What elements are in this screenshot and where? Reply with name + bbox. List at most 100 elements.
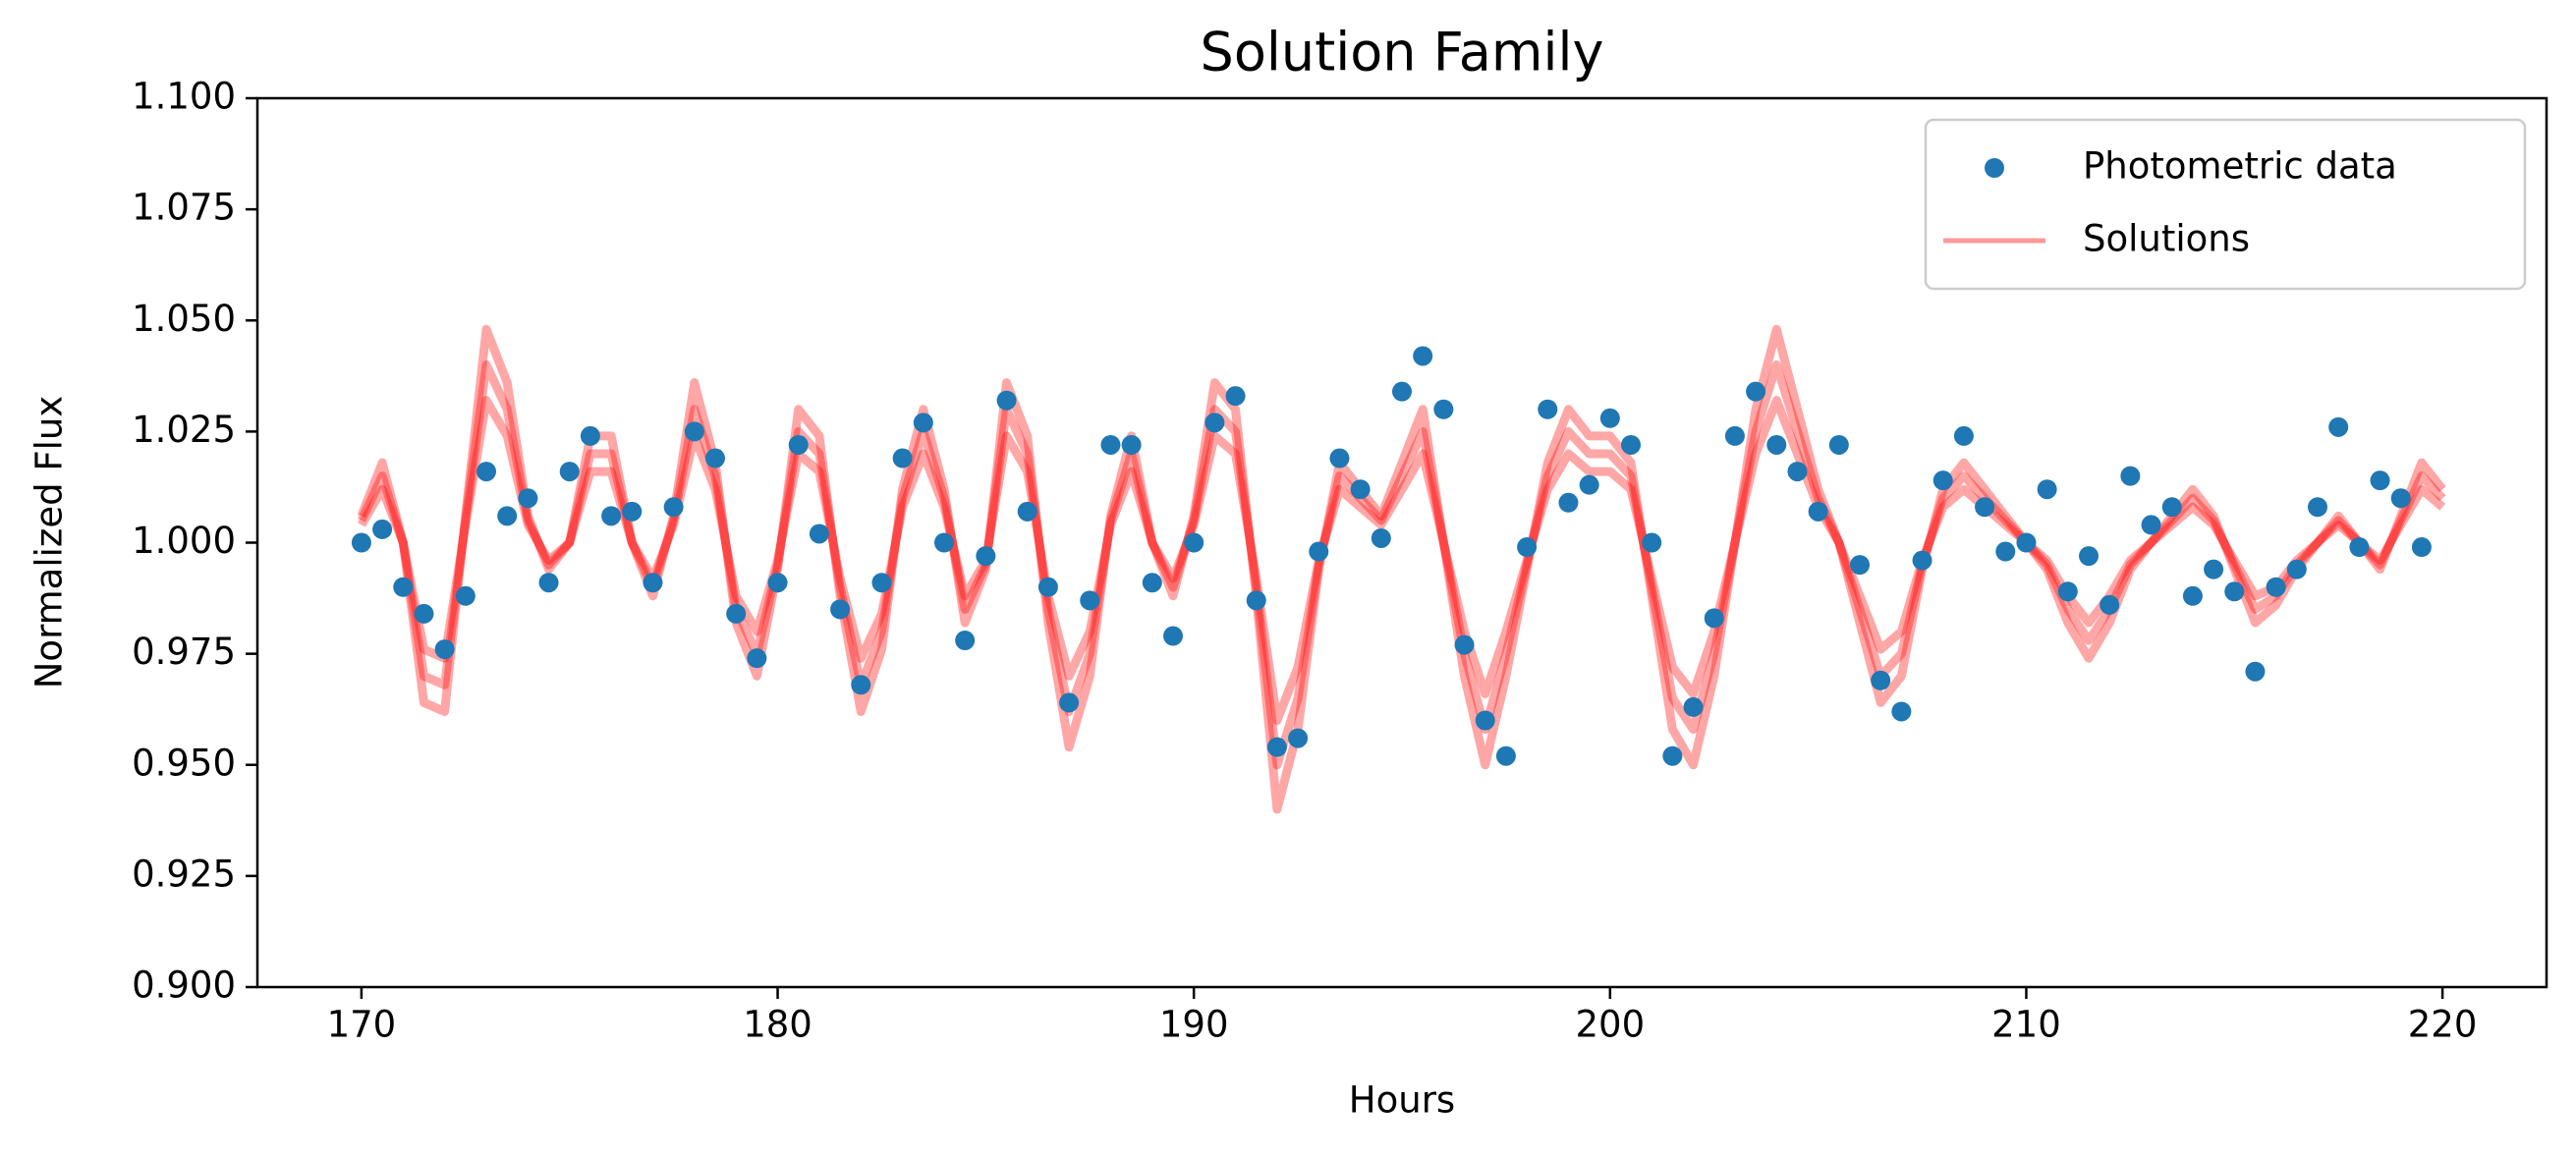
data-point bbox=[1579, 474, 1599, 495]
data-point bbox=[2286, 559, 2307, 579]
data-point bbox=[1621, 434, 1641, 455]
legend-label: Solutions bbox=[2083, 218, 2250, 260]
data-point bbox=[726, 603, 747, 624]
solution-line bbox=[358, 396, 2446, 725]
data-point bbox=[851, 675, 871, 695]
data-point bbox=[1163, 626, 1183, 646]
y-tick-label: 0.950 bbox=[132, 742, 236, 784]
data-point bbox=[1266, 737, 1287, 757]
data-point bbox=[684, 421, 704, 442]
data-point bbox=[1932, 470, 1953, 491]
x-tick-label: 210 bbox=[1991, 1004, 2061, 1046]
data-point bbox=[2037, 479, 2057, 500]
data-point bbox=[1495, 745, 1516, 766]
solution-line bbox=[357, 324, 2446, 814]
data-point bbox=[2182, 585, 2203, 606]
data-point bbox=[538, 573, 559, 593]
data-point bbox=[2266, 577, 2286, 597]
data-point bbox=[1329, 448, 1350, 468]
data-point bbox=[351, 532, 371, 553]
data-point bbox=[643, 573, 663, 593]
data-point bbox=[1558, 492, 1579, 513]
x-tick-label: 220 bbox=[2408, 1004, 2478, 1046]
data-point bbox=[580, 425, 600, 446]
x-tick-label: 190 bbox=[1159, 1004, 1229, 1046]
y-tick-label: 1.050 bbox=[132, 298, 236, 340]
data-point bbox=[788, 434, 809, 455]
data-point bbox=[1037, 577, 1058, 597]
data-point bbox=[913, 413, 933, 433]
legend: Photometric data Solutions bbox=[1924, 118, 2527, 291]
data-point bbox=[767, 573, 788, 593]
data-point bbox=[1975, 497, 1995, 518]
data-point bbox=[559, 462, 580, 482]
data-point bbox=[2079, 546, 2099, 567]
plot-area bbox=[351, 324, 2446, 814]
data-point bbox=[434, 639, 455, 660]
data-point bbox=[1121, 434, 1142, 455]
data-point bbox=[455, 585, 476, 606]
x-tick-label: 200 bbox=[1576, 1004, 1646, 1046]
data-point bbox=[1413, 346, 1433, 366]
data-point bbox=[1246, 590, 1266, 611]
data-point bbox=[1724, 425, 1745, 446]
data-point bbox=[1704, 608, 1724, 629]
data-point bbox=[996, 390, 1017, 411]
data-point bbox=[809, 523, 829, 544]
data-point bbox=[1059, 692, 1080, 713]
data-point bbox=[1871, 670, 1891, 690]
data-point bbox=[1953, 425, 1974, 446]
data-point bbox=[1017, 501, 1037, 522]
data-point bbox=[1225, 386, 1246, 407]
data-point bbox=[747, 648, 767, 669]
data-point bbox=[1433, 399, 1454, 419]
data-point bbox=[1517, 537, 1538, 558]
y-axis-label: Normalized Flux bbox=[28, 396, 71, 689]
data-point bbox=[892, 448, 913, 468]
data-point bbox=[1392, 381, 1412, 402]
data-point bbox=[2016, 532, 2037, 553]
data-point bbox=[2328, 416, 2349, 437]
data-point bbox=[1828, 434, 1849, 455]
data-point bbox=[830, 599, 851, 620]
data-point bbox=[622, 501, 643, 522]
data-point bbox=[1100, 434, 1121, 455]
data-point bbox=[1309, 541, 1329, 562]
data-point bbox=[1288, 728, 1309, 748]
y-tick-label: 0.975 bbox=[132, 631, 236, 673]
data-point bbox=[476, 462, 496, 482]
data-point bbox=[1184, 532, 1204, 553]
y-tick-label: 0.900 bbox=[132, 964, 236, 1007]
data-point bbox=[2370, 470, 2390, 491]
data-point bbox=[2161, 497, 2182, 518]
x-tick-label: 170 bbox=[327, 1004, 397, 1046]
data-point bbox=[1995, 541, 2016, 562]
data-point bbox=[976, 546, 996, 567]
legend-box bbox=[1924, 118, 2527, 291]
data-point bbox=[663, 497, 684, 518]
data-point bbox=[1454, 634, 1475, 655]
data-point bbox=[1204, 413, 1225, 433]
data-point bbox=[1891, 701, 1912, 722]
data-point bbox=[2349, 537, 2370, 558]
data-point bbox=[1912, 550, 1932, 571]
data-point bbox=[2308, 497, 2327, 518]
data-point bbox=[2141, 515, 2161, 535]
data-point bbox=[1080, 590, 1100, 611]
data-point bbox=[1350, 479, 1371, 500]
data-point bbox=[393, 577, 414, 597]
data-point bbox=[2245, 661, 2266, 682]
data-point bbox=[2224, 581, 2245, 602]
y-tick-label: 1.075 bbox=[132, 187, 236, 229]
data-point bbox=[601, 506, 622, 526]
y-tick-label: 0.925 bbox=[132, 853, 236, 895]
data-point bbox=[705, 448, 725, 468]
data-point bbox=[2411, 537, 2432, 558]
data-point bbox=[871, 573, 892, 593]
chart-title: Solution Family bbox=[1201, 22, 1604, 83]
data-point bbox=[1683, 696, 1704, 717]
data-point bbox=[2204, 559, 2224, 579]
data-point bbox=[372, 519, 393, 539]
data-point bbox=[2390, 488, 2411, 509]
